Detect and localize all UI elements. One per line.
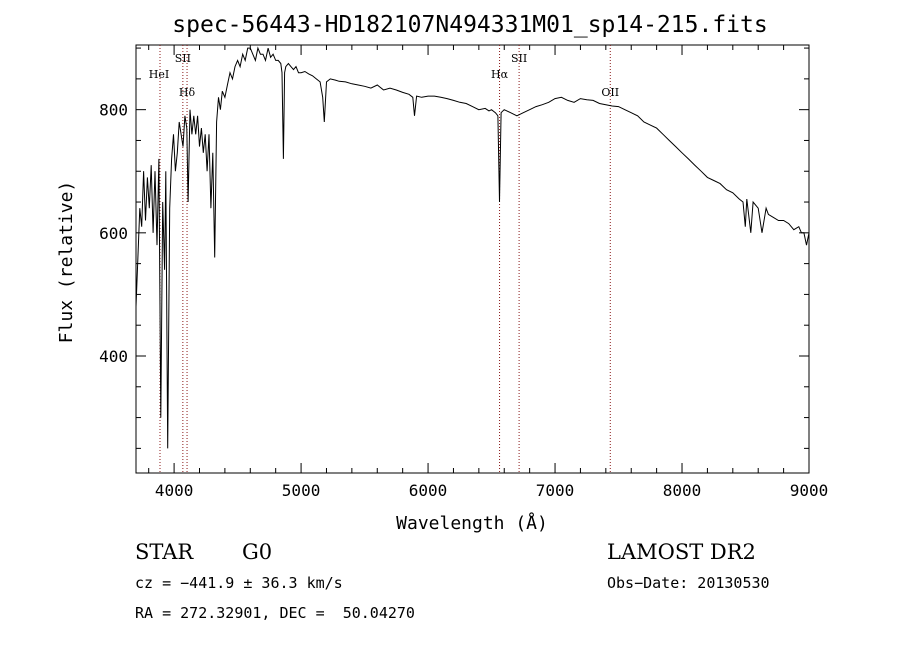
y-tick-label: 400 (99, 347, 128, 366)
object-class: STAR (135, 540, 194, 564)
y-axis-label: Flux (relative) (56, 181, 77, 344)
x-axis-label: Wavelength (Å) (396, 512, 548, 534)
x-tick-label: 5000 (282, 481, 321, 500)
observation-date: Obs−Date: 20130530 (607, 574, 770, 592)
spectral-line-label: Hα (491, 68, 509, 81)
x-tick-label: 7000 (536, 481, 575, 500)
spectral-line-label: HeI (149, 68, 169, 81)
spectral-line-label: Hδ (179, 86, 196, 99)
x-tick-label: 9000 (790, 481, 829, 500)
y-tick-label: 800 (99, 101, 128, 120)
x-tick-label: 6000 (409, 481, 448, 500)
x-tick-label: 4000 (155, 481, 194, 500)
spectrum-line (135, 46, 810, 449)
redshift-readout: cz = −441.9 ± 36.3 km/s (135, 574, 343, 592)
survey-name: LAMOST DR2 (607, 540, 756, 564)
plot-frame (135, 44, 810, 474)
y-tick-label: 600 (99, 224, 128, 243)
spectral-line-label: OII (601, 86, 619, 99)
spectral-line-label: SII (175, 52, 191, 65)
coordinates-readout: RA = 272.32901, DEC = 50.04270 (135, 604, 415, 622)
x-tick-label: 8000 (663, 481, 702, 500)
axis-ticks: 4000 5000 6000 7000 8000 9000 400 600 800 (99, 45, 828, 500)
spectral-line-label: SII (511, 52, 527, 65)
object-subclass: G0 (242, 540, 273, 564)
chart-title: spec-56443-HD182107N494331M01_sp14-215.f… (172, 12, 767, 38)
